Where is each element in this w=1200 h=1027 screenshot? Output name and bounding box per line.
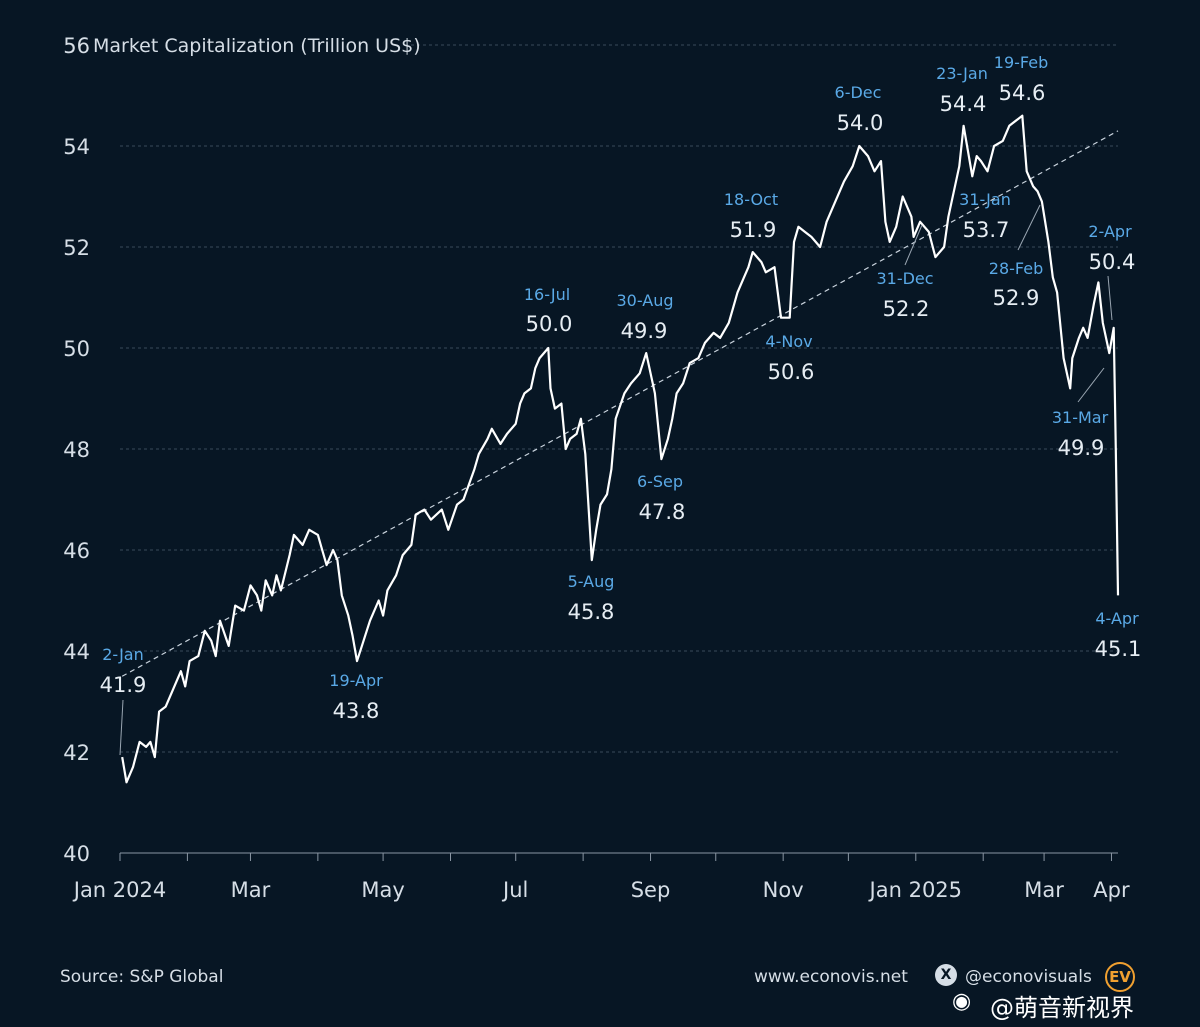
y-tick-label: 54: [63, 135, 90, 159]
annotation-value: 54.0: [837, 111, 884, 135]
y-axis: 40 42 44 46 48 50 52 54 56: [63, 34, 90, 866]
annotation-leader: [1017, 204, 1041, 251]
website-link[interactable]: www.econovis.net: [754, 967, 908, 987]
x-tick-label: Jul: [501, 878, 528, 902]
annotation-date: 19-Feb: [994, 53, 1048, 72]
annotation-value: 52.2: [883, 297, 930, 321]
series-line: [121, 114, 1120, 784]
annotation-date: 2-Jan: [102, 645, 144, 664]
x-tick-label: Mar: [1024, 878, 1064, 902]
annotation-date: 28-Feb: [989, 259, 1043, 278]
x-tick-label: Apr: [1093, 878, 1130, 902]
chart-title: Market Capitalization (Trillion US$): [93, 35, 421, 57]
annotation-value: 49.9: [621, 319, 668, 343]
annotation-date: 31-Mar: [1052, 408, 1109, 427]
annotation-date: 2-Apr: [1088, 222, 1132, 241]
annotation-value: 41.9: [100, 673, 147, 697]
x-logo-icon: X: [935, 964, 957, 986]
annotation-value: 49.9: [1058, 436, 1105, 460]
y-tick-label: 50: [63, 337, 90, 361]
annotation-leader: [904, 224, 923, 266]
annotation-leader: [1107, 275, 1113, 321]
x-tick-label: Jan 2024: [72, 878, 167, 902]
annotation-date: 23-Jan: [936, 64, 988, 83]
annotation-value: 50.4: [1089, 250, 1136, 274]
data-line: [121, 114, 1120, 784]
x-tick-label: Nov: [763, 878, 804, 902]
y-tick-label: 46: [63, 539, 90, 563]
annotation-date: 31-Jan: [959, 190, 1011, 209]
annotation-date: 16-Jul: [524, 285, 570, 304]
weibo-icon: ◉: [952, 989, 972, 1014]
y-tick-label: 56: [63, 34, 90, 58]
social-handle[interactable]: @econovisuals: [965, 967, 1092, 987]
annotation-date: 5-Aug: [568, 572, 615, 591]
annotation-value: 50.6: [768, 360, 815, 384]
annotation-leader: [1077, 367, 1105, 403]
annotation-date: 4-Apr: [1095, 609, 1139, 628]
y-tick-label: 42: [63, 741, 90, 765]
annotation-date: 30-Aug: [616, 291, 673, 310]
ev-logo: EV: [1105, 962, 1135, 992]
annotation-value: 50.0: [526, 312, 573, 336]
annotation-value: 54.4: [940, 92, 987, 116]
annotation-value: 45.8: [568, 600, 615, 624]
annotation-date: 6-Dec: [835, 83, 882, 102]
annotation-value: 43.8: [333, 699, 380, 723]
grid-lines: [120, 44, 1118, 753]
x-axis: Jan 2024 Mar May Jul Sep Nov Jan 2025 Mar Apr: [72, 852, 1130, 902]
y-tick-label: 44: [63, 640, 90, 664]
x-tick-label: Sep: [631, 878, 671, 902]
y-tick-label: 48: [63, 438, 90, 462]
watermark: @萌音新视界: [990, 994, 1134, 1022]
annotation-value: 45.1: [1095, 637, 1142, 661]
x-tick-label: May: [361, 878, 404, 902]
annotation-value: 51.9: [730, 218, 777, 242]
y-tick-label: 52: [63, 236, 90, 260]
annotation-date: 18-Oct: [724, 190, 778, 209]
annotation-leader: [119, 699, 124, 756]
annotation-date: 31-Dec: [876, 269, 933, 288]
annotation-date: 19-Apr: [329, 671, 383, 690]
x-tick-label: Jan 2025: [868, 878, 963, 902]
y-tick-label: 40: [63, 842, 90, 866]
annotation-value: 53.7: [963, 218, 1010, 242]
annotations: 2-Jan 41.9 19-Apr 43.8 16-Jul 50.0 5-Aug 45.8 30…: [100, 53, 1142, 756]
annotation-value: 47.8: [639, 500, 686, 524]
annotation-value: 52.9: [993, 286, 1040, 310]
annotation-date: 6-Sep: [637, 472, 683, 491]
annotation-date: 4-Nov: [765, 332, 812, 351]
source-note: Source: S&P Global: [60, 967, 224, 987]
x-tick-label: Mar: [231, 878, 271, 902]
annotation-value: 54.6: [999, 81, 1046, 105]
